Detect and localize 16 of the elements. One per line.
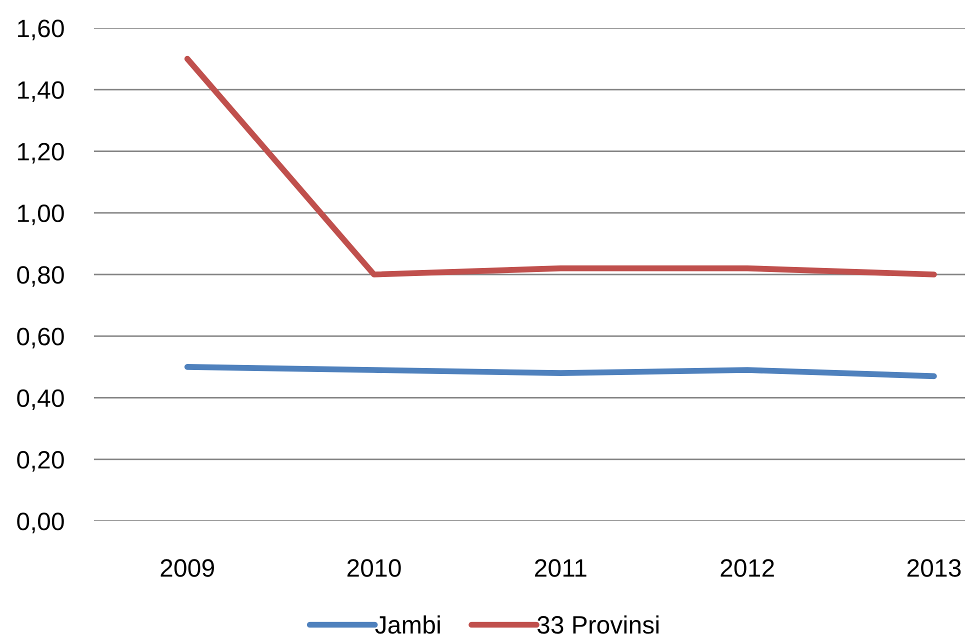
y-tick-label: 0,80 [17, 266, 64, 287]
y-tick-label: 1,00 [18, 204, 64, 226]
y-tick-label: 0,60 [17, 328, 64, 348]
y-tick-label: 1,20 [18, 142, 64, 164]
x-tick-label: 2010 [347, 559, 401, 577]
y-tick-label: 1,60 [18, 20, 64, 40]
x-tick-label: 2012 [720, 559, 774, 577]
legend-label: Jambi [375, 615, 440, 634]
x-tick-label: 2013 [907, 559, 961, 577]
y-tick-label: 1,40 [18, 81, 64, 102]
y-tick-label: 0,00 [17, 512, 64, 534]
y-tick-label: 0,20 [17, 450, 64, 472]
x-tick-label: 2011 [535, 559, 586, 577]
legend-label: 33 Provinsi [537, 615, 658, 634]
y-tick-label: 0,40 [17, 389, 64, 410]
x-tick-label: 2009 [160, 559, 214, 577]
